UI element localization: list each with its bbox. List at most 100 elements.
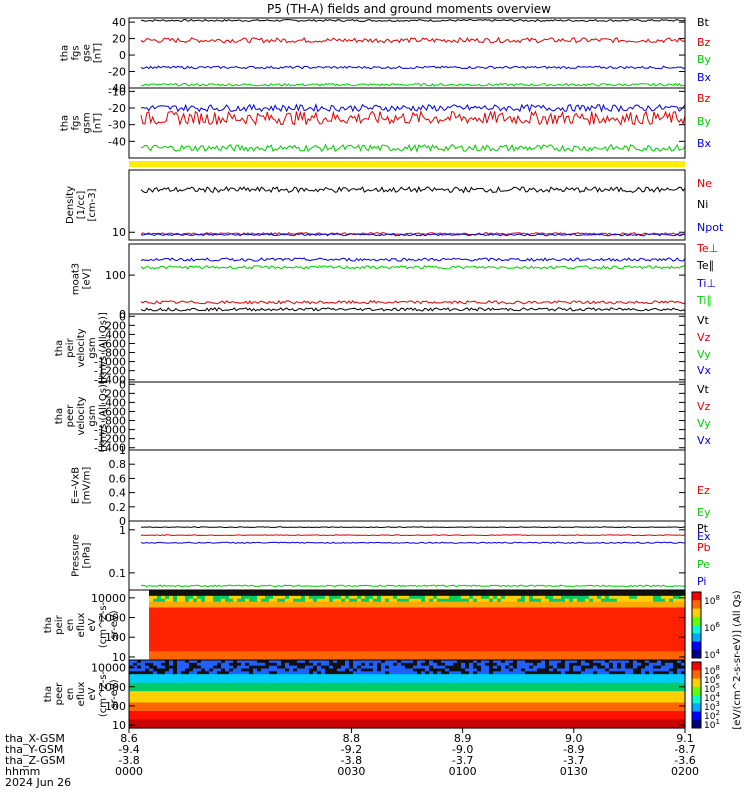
heatmap-cell xyxy=(165,694,170,698)
heatmap-cell xyxy=(189,654,194,658)
heatmap-cell xyxy=(489,651,494,655)
heatmap-cell xyxy=(621,633,626,638)
heatmap-cell xyxy=(329,636,334,641)
heatmap-cell xyxy=(141,665,146,670)
heatmap-cell xyxy=(289,702,294,706)
heatmap-cell xyxy=(357,679,362,684)
heatmap-cell xyxy=(361,651,366,655)
heatmap-cell xyxy=(373,622,378,626)
heatmap-cell xyxy=(281,662,286,667)
heatmap-cell xyxy=(561,645,566,649)
heatmap-cell xyxy=(273,711,278,715)
heatmap-cell xyxy=(569,590,574,594)
heatmap-cell xyxy=(417,619,422,623)
heatmap-cell xyxy=(161,610,166,614)
heatmap-cell xyxy=(197,722,202,726)
heatmap-cell xyxy=(361,677,366,681)
heatmap-cell xyxy=(621,636,626,641)
heatmap-cell xyxy=(241,699,246,704)
heatmap-cell xyxy=(601,630,606,635)
heatmap-cell xyxy=(497,616,502,620)
heatmap-cell xyxy=(241,665,246,670)
y-axis-label: E=-VxB[mV/m] xyxy=(71,467,93,505)
heatmap-cell xyxy=(669,630,674,635)
heatmap-cell xyxy=(233,660,238,664)
heatmap-cell xyxy=(517,610,522,614)
heatmap-cell xyxy=(289,682,294,687)
heatmap-cell xyxy=(645,604,650,609)
heatmap-cell xyxy=(617,657,622,661)
heatmap-cell xyxy=(245,651,250,655)
heatmap-cell xyxy=(249,619,254,623)
heatmap-cell xyxy=(445,616,450,620)
legend-label-3: Pi xyxy=(697,575,706,588)
heatmap-cell xyxy=(325,648,330,652)
heatmap-cell xyxy=(277,604,282,609)
heatmap-cell xyxy=(289,642,294,647)
heatmap-cell xyxy=(273,694,278,698)
heatmap-cell xyxy=(305,601,310,606)
heatmap-cell xyxy=(509,604,514,609)
heatmap-cell xyxy=(217,699,222,704)
heatmap-cell xyxy=(477,590,482,594)
heatmap-cell xyxy=(217,610,222,614)
heatmap-cell xyxy=(541,595,546,600)
heatmap-cell xyxy=(225,622,230,626)
heatmap-cell xyxy=(537,590,542,594)
heatmap-cell xyxy=(369,633,374,638)
heatmap-cell xyxy=(373,627,378,632)
heatmap-cell xyxy=(433,616,438,620)
heatmap-cell xyxy=(389,616,394,620)
heatmap-cell xyxy=(317,662,322,667)
heatmap-cell xyxy=(681,610,686,614)
heatmap-cell xyxy=(577,654,582,658)
heatmap-cell xyxy=(145,660,150,664)
heatmap-cell xyxy=(337,679,342,684)
heatmap-cell xyxy=(317,616,322,620)
heatmap-cell xyxy=(681,590,686,594)
heatmap-cell xyxy=(617,651,622,655)
heatmap-cell xyxy=(373,711,378,715)
heatmap-cell xyxy=(181,671,186,675)
heatmap-cell xyxy=(541,592,546,597)
heatmap-cell xyxy=(169,616,174,620)
heatmap-cell xyxy=(645,642,650,647)
heatmap-cell xyxy=(565,627,570,632)
heatmap-cell xyxy=(217,713,222,718)
heatmap-cell xyxy=(629,616,634,620)
heatmap-cell xyxy=(453,619,458,623)
heatmap-cell xyxy=(177,722,182,726)
heatmap-cell xyxy=(377,619,382,623)
heatmap-cell xyxy=(189,607,194,612)
heatmap-cell xyxy=(337,619,342,623)
heatmap-cell xyxy=(241,702,246,706)
heatmap-cell xyxy=(357,705,362,709)
heatmap-cell xyxy=(497,636,502,641)
heatmap-cell xyxy=(653,616,658,620)
heatmap-cell xyxy=(153,625,158,629)
heatmap-cell xyxy=(577,622,582,626)
heatmap-cell xyxy=(597,627,602,632)
heatmap-cell xyxy=(201,668,206,672)
heatmap-cell xyxy=(213,657,218,661)
heatmap-cell xyxy=(437,592,442,597)
heatmap-cell xyxy=(173,662,178,667)
heatmap-cell xyxy=(149,616,154,620)
heatmap-cell xyxy=(221,665,226,670)
heatmap-cell xyxy=(461,619,466,623)
heatmap-cell xyxy=(185,694,190,698)
y-tick-label: -40 xyxy=(108,82,126,95)
heatmap-cell xyxy=(229,708,234,712)
heatmap-cell xyxy=(217,622,222,626)
series-line-Pb xyxy=(140,534,686,537)
heatmap-cell xyxy=(629,636,634,641)
heatmap-cell xyxy=(641,630,646,635)
heatmap-cell xyxy=(213,722,218,726)
heatmap-cell xyxy=(633,622,638,626)
heatmap-cell xyxy=(497,657,502,661)
heatmap-cell xyxy=(177,725,182,729)
heatmap-cell xyxy=(161,705,166,709)
heatmap-cell xyxy=(221,725,226,729)
heatmap-cell xyxy=(277,625,282,629)
heatmap-cell xyxy=(485,619,490,623)
